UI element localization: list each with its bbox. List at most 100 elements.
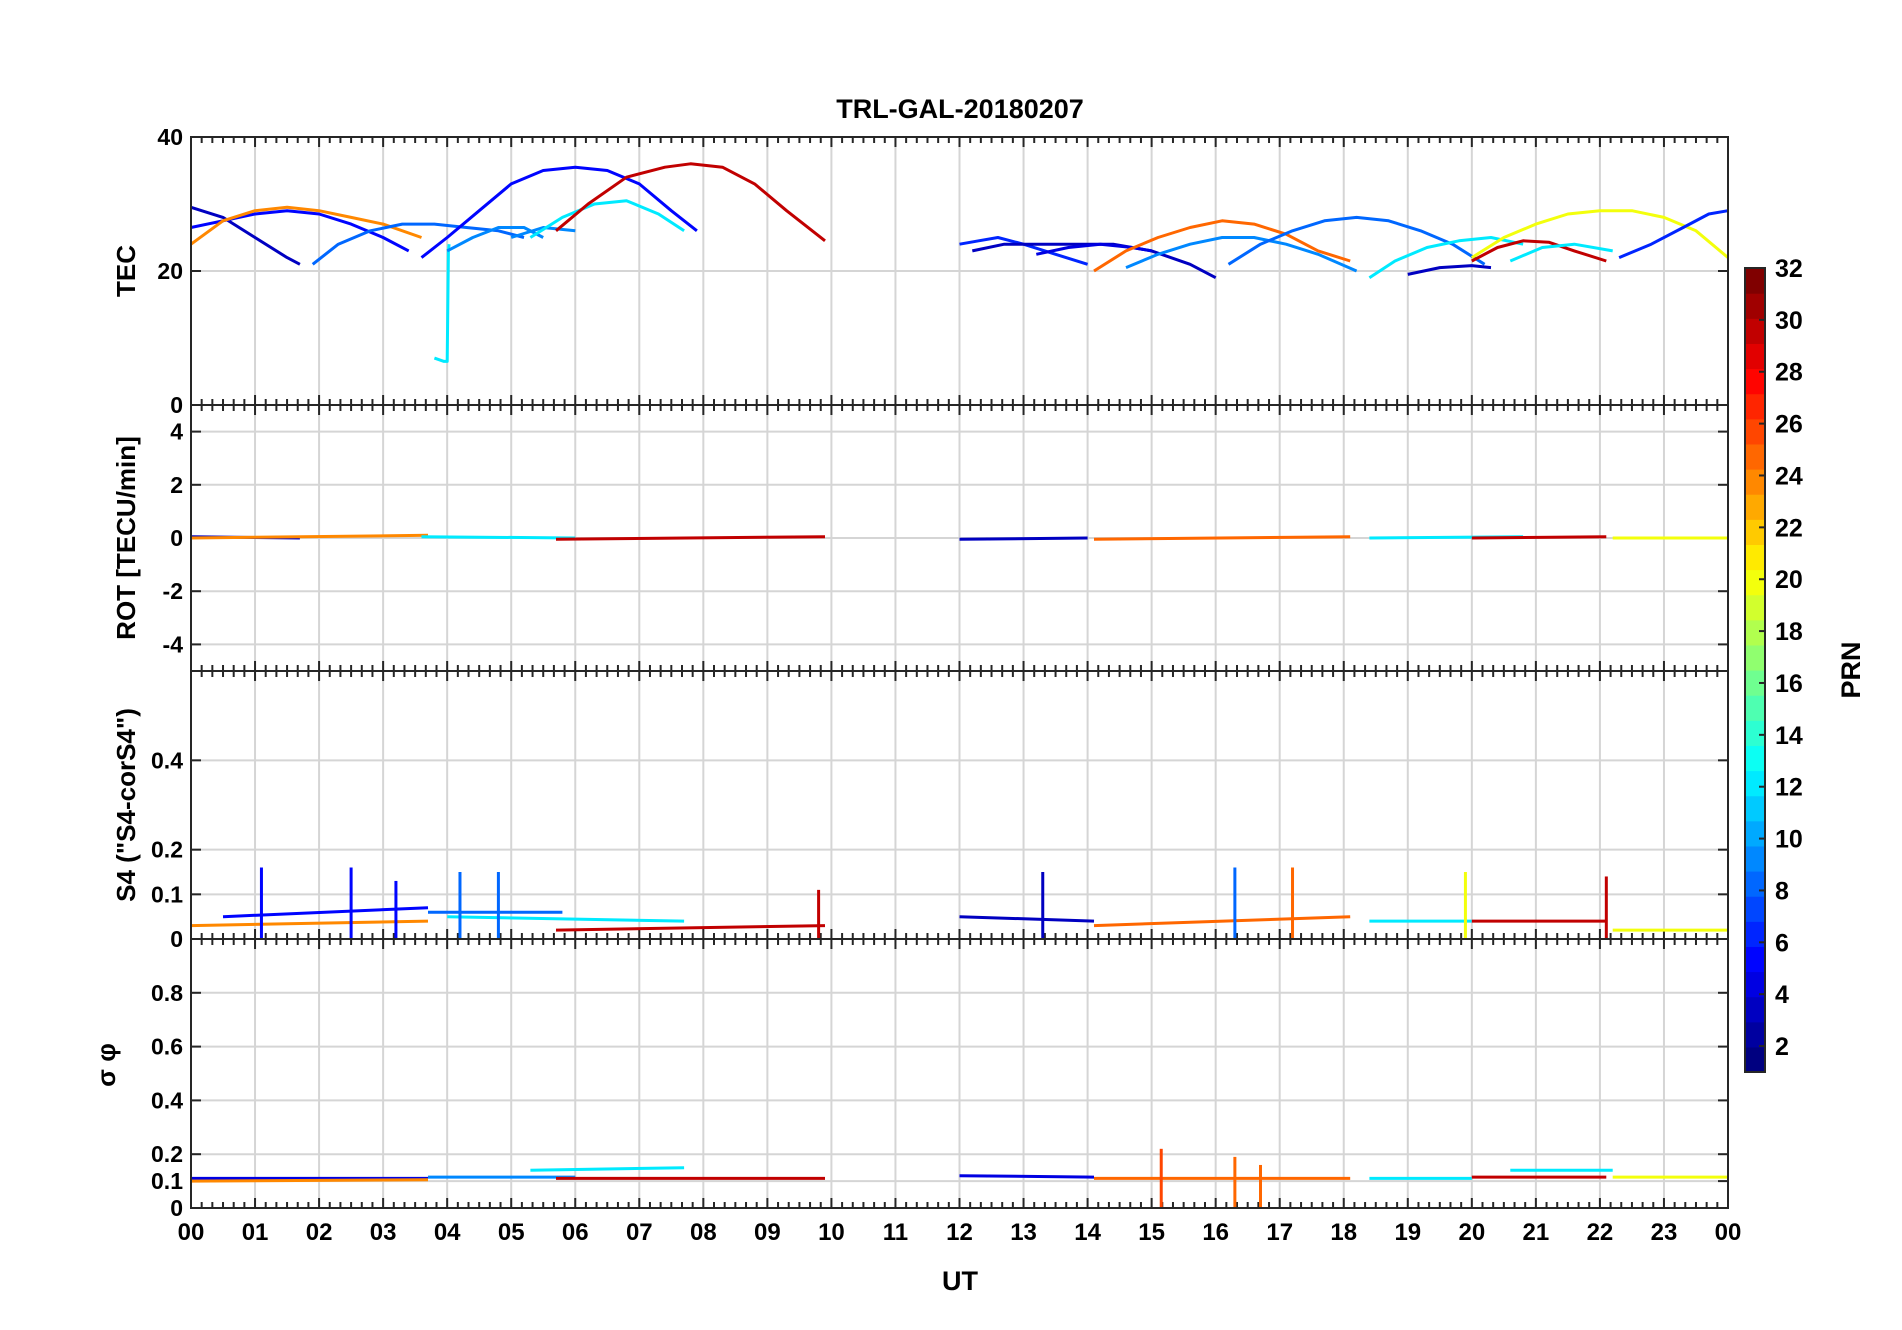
series-line-prn-12 <box>421 535 576 540</box>
colorbar-tick-label: 8 <box>1775 877 1789 905</box>
colorbar-segment <box>1745 494 1765 520</box>
y-axis-label: ROT [TECU/min] <box>111 436 141 640</box>
colorbar-segment <box>1745 795 1765 822</box>
y-tick-label: -2 <box>163 578 183 604</box>
series-line-prn-5 <box>420 165 698 259</box>
colorbar-tick-label: 14 <box>1775 722 1803 750</box>
colorbar-tick-label: 12 <box>1775 774 1803 802</box>
colorbar-segment <box>1745 368 1765 395</box>
colorbar-tick-label: 4 <box>1775 981 1789 1009</box>
colorbar-segment <box>1745 318 1765 344</box>
colorbar-frame <box>1744 267 1766 1073</box>
colorbar-segment <box>1745 469 1765 495</box>
x-tick-label: 07 <box>626 1219 653 1246</box>
x-tick-label: 04 <box>434 1219 461 1246</box>
colorbar-segment <box>1745 519 1765 545</box>
colorbar-tick-label: 24 <box>1775 462 1803 490</box>
colorbar-segment <box>1745 845 1765 872</box>
series-line-prn-25 <box>1093 219 1351 273</box>
colorbar-segment <box>1745 293 1765 319</box>
series-line-prn-12 <box>529 199 685 239</box>
x-tick-label: 00 <box>1715 1219 1742 1246</box>
colorbar-segment <box>1745 644 1765 671</box>
series-line-prn-9 <box>1125 236 1358 273</box>
colorbar-segment <box>1745 820 1765 847</box>
colorbar-segment <box>1745 1021 1765 1048</box>
x-tick-label: 08 <box>690 1219 717 1246</box>
x-tick-label: 02 <box>306 1219 333 1246</box>
series-line-prn-3 <box>959 915 1095 923</box>
colorbar-tick-label: 18 <box>1775 618 1803 646</box>
colorbar-segment <box>1745 1046 1765 1073</box>
series-line-prn-24 <box>190 919 429 928</box>
y-axis-label: TEC <box>111 245 141 297</box>
y-tick-label: 0.1 <box>151 881 183 907</box>
colorbar-segment <box>1745 544 1765 571</box>
series-line-prn-25 <box>1093 915 1351 928</box>
series-line-prn-6 <box>1618 209 1729 259</box>
panel-s4: 0 0.1 0.2 0.4 S4 ("S4-corS4") <box>111 670 1729 952</box>
colorbar-tick-label: 22 <box>1775 514 1803 542</box>
colorbar-segment <box>1745 569 1765 596</box>
colorbar-segment <box>1745 946 1765 973</box>
series-line-prn-25 <box>1093 535 1351 541</box>
colorbar-tick-label: 16 <box>1775 670 1803 698</box>
series-line-prn-24 <box>190 205 422 246</box>
colorbar-segment <box>1745 268 1765 294</box>
x-tick-label: 09 <box>754 1219 781 1246</box>
x-tick-label: 18 <box>1330 1219 1357 1246</box>
x-axis-label: UT <box>942 1266 978 1296</box>
x-tick-label: 13 <box>1010 1219 1037 1246</box>
x-tick-label: 20 <box>1458 1219 1485 1246</box>
series-line-prn-12 <box>530 1166 685 1172</box>
y-tick-label: 40 <box>157 124 183 150</box>
colorbar-segment <box>1745 896 1765 922</box>
colorbar-segment <box>1745 971 1765 998</box>
panel-sigma: 00.10.2 0.4 0.6 0.8 σ φ <box>91 938 1729 1221</box>
colorbar-segment <box>1745 418 1765 445</box>
colorbar-segment <box>1745 343 1765 370</box>
y-tick-label: 0 <box>170 926 183 952</box>
colorbar-segment <box>1745 770 1765 797</box>
series-line-prn-4 <box>959 1174 1095 1179</box>
colorbar-tick-label: 26 <box>1775 411 1803 439</box>
x-tick-label: 17 <box>1266 1219 1293 1246</box>
colorbar-tick-label: 32 <box>1775 255 1803 283</box>
colorbar-segment <box>1745 745 1765 772</box>
x-tick-label: 21 <box>1523 1219 1550 1246</box>
series-line-prn-24 <box>190 533 429 540</box>
x-tick-label: 14 <box>1074 1219 1101 1246</box>
series-line-prn-12 <box>1509 242 1613 263</box>
series-line-prn-3 <box>959 536 1088 541</box>
y-tick-label: 0.2 <box>151 837 183 863</box>
series-line-prn-3 <box>190 205 301 266</box>
colorbar-tick-label: 20 <box>1775 566 1803 594</box>
y-tick-label: 4 <box>170 419 183 445</box>
y-tick-label: 20 <box>157 258 183 284</box>
x-tick-label: 22 <box>1587 1219 1614 1246</box>
x-tick-label: 16 <box>1202 1219 1229 1246</box>
series-line-prn-30 <box>555 924 826 932</box>
colorbar-segment <box>1745 720 1765 746</box>
colorbar-tick-label: 10 <box>1775 826 1803 854</box>
x-tick-label: 01 <box>242 1219 269 1246</box>
series-line-prn-30 <box>1471 535 1607 540</box>
chart-title: TRL-GAL-20180207 <box>836 94 1084 124</box>
x-tick-label: 11 <box>883 1219 908 1246</box>
x-tick-label: 19 <box>1394 1219 1421 1246</box>
series-line-prn-5 <box>222 906 429 919</box>
colorbar-tick-label: 30 <box>1775 307 1803 335</box>
panel-rot: -4 -2 0 2 4 ROT [TECU/min] <box>111 404 1729 672</box>
series-line-prn-3 <box>1407 264 1492 276</box>
y-tick-label: 0.8 <box>151 980 183 1006</box>
colorbar-segment <box>1745 871 1765 897</box>
x-tick-label: 23 <box>1651 1219 1678 1246</box>
y-axis-label: S4 ("S4-corS4") <box>111 708 141 902</box>
panel-frame <box>190 938 1729 1209</box>
x-tick-label: 03 <box>370 1219 397 1246</box>
colorbar-tick-label: 28 <box>1775 359 1803 387</box>
series-line-prn-9 <box>510 226 576 239</box>
